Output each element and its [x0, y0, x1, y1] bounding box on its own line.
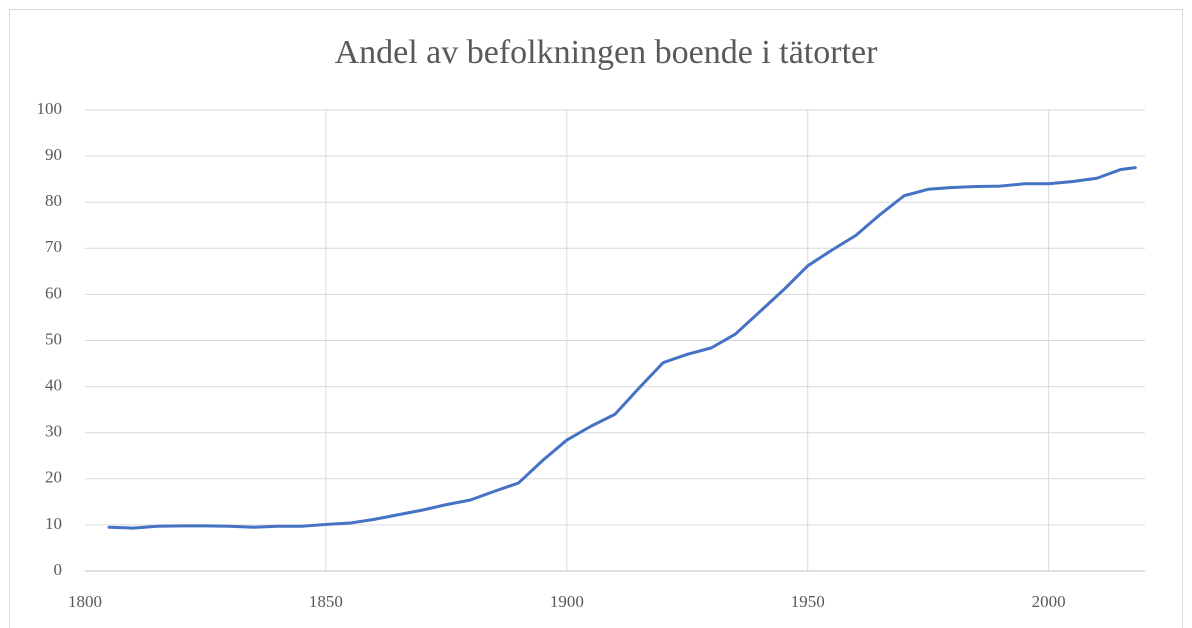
x-tick-label: 2000: [1032, 592, 1066, 611]
y-tick-label: 40: [45, 376, 62, 395]
y-tick-label: 70: [45, 237, 62, 256]
line-series: [107, 166, 1137, 530]
y-tick-label: 50: [45, 329, 62, 348]
x-tick-label: 1800: [68, 592, 102, 611]
chart-frame: [9, 9, 1183, 628]
y-tick-label: 20: [45, 468, 62, 487]
chart-title: Andel av befolkningen boende i tätorter: [335, 34, 879, 71]
y-tick-label: 60: [45, 283, 62, 302]
x-tick-label: 1900: [550, 592, 584, 611]
x-tick-label: 1950: [791, 592, 825, 611]
y-tick-label: 80: [45, 191, 62, 210]
y-tick-label: 10: [45, 514, 62, 533]
y-tick-label: 100: [37, 99, 63, 118]
x-tick-label: 1850: [309, 592, 343, 611]
y-tick-label: 30: [45, 422, 62, 441]
y-tick-label: 90: [45, 145, 62, 164]
y-tick-label: 0: [54, 560, 63, 579]
